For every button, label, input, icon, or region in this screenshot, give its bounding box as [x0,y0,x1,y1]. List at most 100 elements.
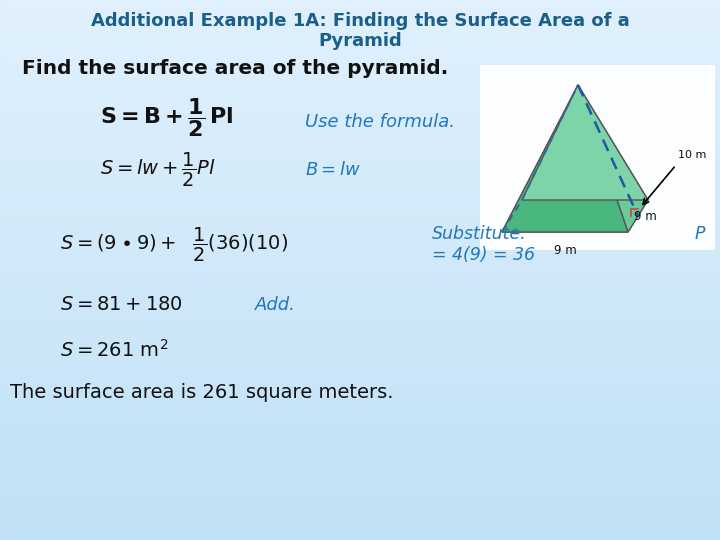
Bar [0,232,720,233]
Bar [0,198,720,199]
Bar [0,462,720,463]
Bar [0,201,720,202]
Bar [0,349,720,350]
Bar [0,491,720,492]
Bar [0,369,720,370]
Bar [0,241,720,242]
Bar [0,312,720,313]
Bar [0,410,720,411]
Bar [0,438,720,439]
Bar [0,202,720,203]
Bar [0,62,720,63]
Bar [0,422,720,423]
Bar [0,83,720,84]
Bar [0,448,720,449]
Bar [0,135,720,136]
Bar [0,335,720,336]
Bar [0,325,720,326]
Bar [0,151,720,152]
Bar [0,125,720,126]
Bar [0,54,720,55]
Bar [0,478,720,479]
Bar [0,215,720,216]
Bar [0,251,720,252]
Bar [0,289,720,290]
Text: Pyramid: Pyramid [318,32,402,50]
Polygon shape [522,85,648,200]
Bar [0,404,720,405]
Bar [0,82,720,83]
Bar [0,371,720,372]
Bar [0,185,720,186]
Bar [0,341,720,342]
Bar [0,96,720,97]
Bar [0,67,720,68]
Bar [0,437,720,438]
Bar [0,400,720,401]
Bar [0,482,720,483]
Bar [0,281,720,282]
Bar [0,43,720,44]
Bar [0,139,720,140]
Bar [0,74,720,75]
Bar [0,406,720,407]
Bar [0,333,720,334]
Bar [0,409,720,410]
Bar [0,440,720,441]
Bar [0,41,720,42]
Bar [0,421,720,422]
Bar [0,14,720,15]
Bar [0,259,720,260]
Bar [0,306,720,307]
Text: $S = (9 \bullet 9) + \ \ \dfrac{1}{2}(36)(10)$: $S = (9 \bullet 9) + \ \ \dfrac{1}{2}(36… [60,226,288,264]
Bar [0,79,720,80]
Bar [0,496,720,497]
Bar [0,413,720,414]
Bar [0,290,720,291]
Bar [0,195,720,196]
Bar [0,350,720,351]
Bar [0,390,720,391]
Bar [0,302,720,303]
Text: $B = lw$: $B = lw$ [305,161,361,179]
Bar [0,359,720,360]
Polygon shape [502,85,578,232]
Bar [0,81,720,82]
Bar [0,534,720,535]
Bar [0,123,720,124]
Bar [0,226,720,227]
Bar [0,408,720,409]
Bar [0,264,720,265]
Bar [0,310,720,311]
Bar [0,313,720,314]
Bar [0,327,720,328]
Bar [0,31,720,32]
Bar [0,23,720,24]
Bar [0,21,720,22]
Bar [0,490,720,491]
Bar [0,71,720,72]
Bar [0,304,720,305]
Bar [0,188,720,189]
Bar [0,465,720,466]
Bar [0,441,720,442]
Bar [0,366,720,367]
Bar [0,10,720,11]
Bar [0,479,720,480]
Bar [0,116,720,117]
Text: $S = 261\ \mathrm{m}^2$: $S = 261\ \mathrm{m}^2$ [60,339,168,361]
Bar [0,454,720,455]
Bar [0,510,720,511]
Bar [0,269,720,270]
Bar [0,276,720,277]
Bar [0,190,720,191]
Bar [0,508,720,509]
Bar [0,249,720,250]
Bar [0,377,720,378]
Text: = 4(9) = 36: = 4(9) = 36 [432,246,535,264]
Bar [0,24,720,25]
Bar [0,177,720,178]
Bar [0,59,720,60]
Bar [0,118,720,119]
Bar [0,393,720,394]
